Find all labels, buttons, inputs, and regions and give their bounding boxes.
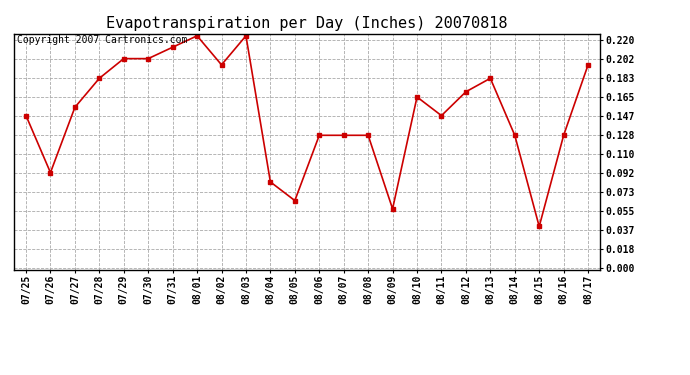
Title: Evapotranspiration per Day (Inches) 20070818: Evapotranspiration per Day (Inches) 2007… (106, 16, 508, 31)
Text: Copyright 2007 Cartronics.com: Copyright 2007 Cartronics.com (17, 35, 187, 45)
